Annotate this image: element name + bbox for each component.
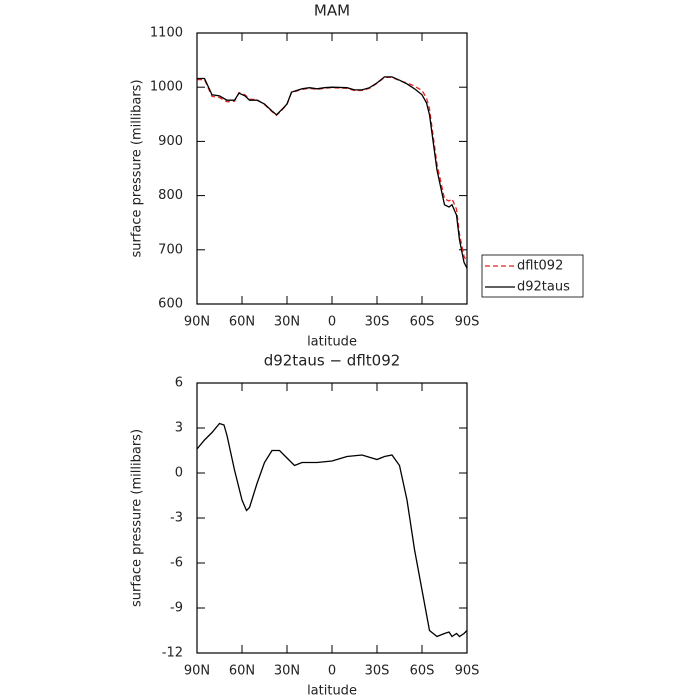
x-tick-label: 60N [229,664,255,679]
x-tick-label: 0 [328,664,336,679]
y-tick-label: 0 [175,466,183,481]
y-tick-label: 800 [158,188,183,203]
x-tick-label: 90N [184,315,210,330]
data-line [197,76,468,269]
y-axis-label: surface pressure (millibars) [130,79,145,257]
y-tick-label: -3 [170,511,183,526]
chart-title: d92taus − dflt092 [264,352,401,370]
x-tick-label: 30S [365,315,390,330]
x-tick-label: 90S [455,664,480,679]
x-tick-label: 90S [455,315,480,330]
legend-label: d92taus [517,280,570,295]
x-axis-label: latitude [307,684,357,699]
y-tick-label: -9 [170,601,183,616]
y-tick-label: 3 [175,421,183,436]
y-tick-label: 1100 [150,26,183,41]
x-tick-label: 30S [365,664,390,679]
y-tick-label: 900 [158,134,183,149]
x-tick-label: 30N [274,664,300,679]
x-tick-label: 60S [410,315,435,330]
y-tick-label: 6 [175,376,183,391]
x-axis-label: latitude [307,335,357,350]
y-tick-label: 1000 [150,80,183,95]
x-tick-label: 90N [184,664,210,679]
chart-title: MAM [314,2,350,20]
y-tick-label: 600 [158,297,183,312]
y-tick-label: -6 [170,556,183,571]
x-tick-label: 30N [274,315,300,330]
x-tick-label: 60S [410,664,435,679]
plot-frame [196,382,468,654]
y-axis-label: surface pressure (millibars) [130,429,145,607]
y-tick-label: -12 [162,646,183,661]
legend-label: dflt092 [517,259,563,274]
data-line [197,76,468,263]
x-tick-label: 60N [229,315,255,330]
legend-box [481,254,584,298]
plot-frame [196,32,468,305]
y-tick-label: 700 [158,242,183,257]
x-tick-label: 0 [328,315,336,330]
data-line [196,422,468,638]
